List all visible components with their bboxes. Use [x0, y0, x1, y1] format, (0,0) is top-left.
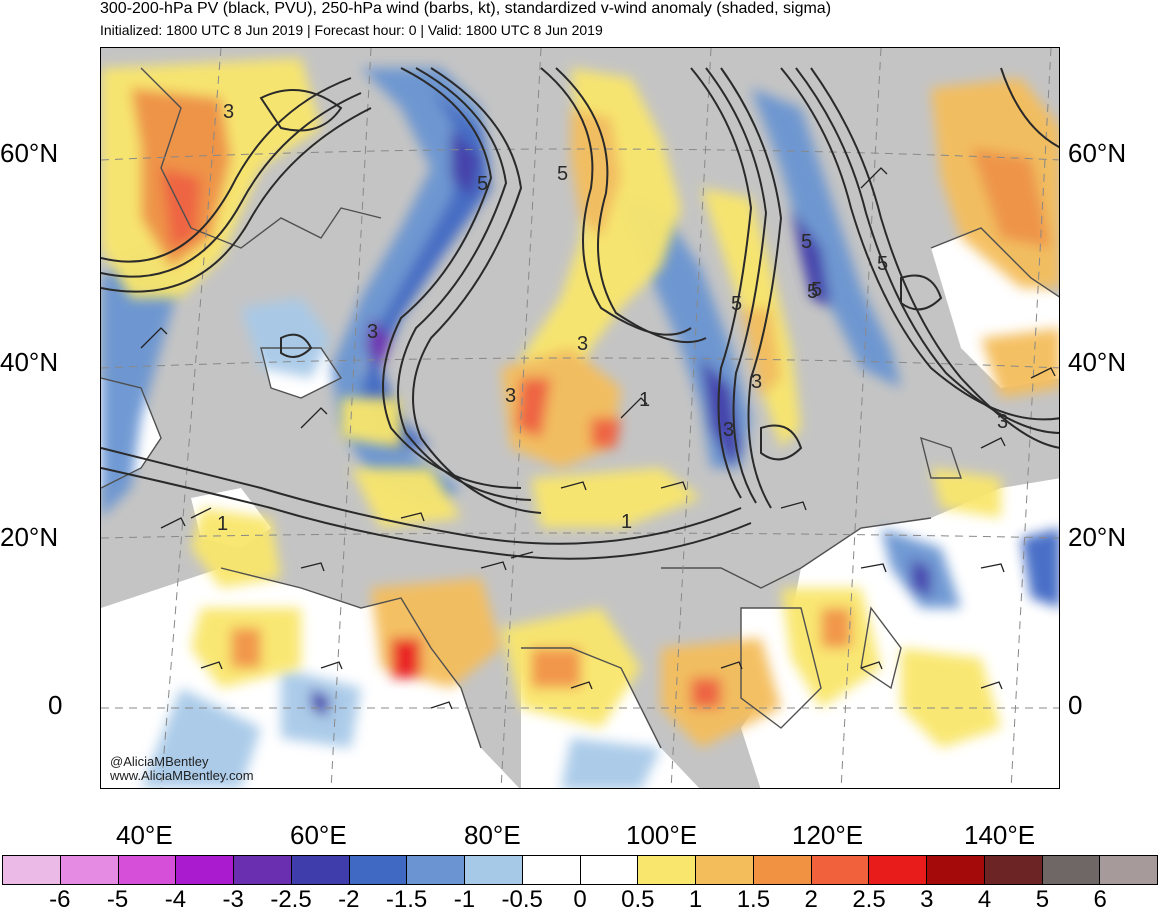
colorbar-tick-label: 0 — [573, 886, 587, 913]
colorbar-segment — [465, 856, 523, 884]
colorbar-tick-label: 3 — [920, 886, 934, 913]
lon-label: 80°E — [464, 820, 521, 850]
colorbar-segment — [234, 856, 292, 884]
colorbar-segment — [927, 856, 985, 884]
figure-title: 300-200-hPa PV (black, PVU), 250-hPa win… — [100, 0, 832, 17]
colorbar-tick-label: -0.5 — [501, 886, 543, 913]
contour-label: 5 — [477, 173, 488, 195]
colorbar-tick-label: -2 — [338, 886, 360, 913]
figure-subtitle: Initialized: 1800 UTC 8 Jun 2019 | Forec… — [100, 22, 603, 38]
lat-label-right: 60°N — [1068, 138, 1127, 168]
colorbar-segment — [291, 856, 350, 884]
colorbar-segment — [118, 856, 177, 884]
contour-label: 5 — [801, 231, 812, 253]
colorbar-tick-label: 6 — [1093, 886, 1107, 913]
colorbar-tick-label: 2 — [804, 886, 818, 913]
lat-label-right: 0 — [1068, 690, 1083, 720]
colorbar-tick-label: 0.5 — [621, 886, 655, 913]
colorbar-segment — [811, 856, 870, 884]
wind-barbs — [140, 167, 1056, 710]
colorbar-tick-label: -4 — [164, 886, 187, 913]
contour-label: 1 — [639, 389, 650, 411]
contour-label: 5 — [557, 163, 568, 185]
colorbar-segment — [580, 856, 639, 884]
colorbar-tick-label: 4 — [977, 886, 992, 913]
colorbar-tick-label: -1.5 — [385, 886, 428, 913]
colorbar-tick-label: -6 — [49, 886, 71, 913]
lon-label: 120°E — [792, 820, 864, 850]
contour-label: 5 — [807, 281, 818, 303]
colorbar-segment — [696, 856, 754, 884]
credit-handle: @AliciaMBentley — [110, 754, 209, 769]
colorbar-segment — [753, 856, 812, 884]
contour-label: 1 — [621, 511, 632, 533]
credit-website: www.AliciaMBentley.com — [110, 768, 254, 783]
colorbar-segment — [176, 856, 234, 884]
colorbar-segment — [349, 856, 408, 884]
contour-label: 5 — [731, 293, 742, 315]
pv-contours — [101, 67, 1059, 560]
contour-label: 3 — [723, 419, 734, 441]
colorbar-tick-label: 5 — [1035, 886, 1050, 913]
colorbar — [2, 855, 1158, 885]
colorbar-segment — [984, 856, 1043, 884]
contour-label: 3 — [367, 321, 378, 343]
colorbar-segment — [3, 856, 61, 884]
lat-label-left: 0 — [48, 690, 63, 720]
colorbar-segment — [60, 856, 119, 884]
coastlines — [101, 67, 1059, 749]
contour-label: 3 — [751, 371, 762, 393]
lon-label: 140°E — [964, 820, 1036, 850]
lat-label-right: 20°N — [1068, 522, 1127, 552]
lat-label-left: 60°N — [0, 138, 59, 168]
colorbar-tick-label: -3 — [222, 886, 244, 913]
contour-labels: 3 5 5 5 3 3 5 5 3 3 3 1 1 3 5 5 1 — [217, 101, 1008, 535]
contour-label: 1 — [217, 513, 228, 535]
lon-label: 40°E — [116, 820, 173, 850]
colorbar-tick-label: 1 — [688, 886, 703, 913]
lon-label: 100°E — [626, 820, 698, 850]
map-panel: 3 5 5 5 3 3 5 5 3 3 3 1 1 3 5 5 1 — [100, 47, 1060, 789]
contour-label: 3 — [223, 101, 234, 123]
colorbar-tick-label: -2.5 — [270, 886, 312, 913]
colorbar-tick-label: 1.5 — [736, 886, 771, 913]
contour-label: 3 — [505, 385, 516, 407]
contour-label: 3 — [577, 333, 588, 355]
lat-label-left: 40°N — [0, 347, 59, 377]
colorbar-segment — [407, 856, 465, 884]
colorbar-tick-label: -1 — [453, 886, 476, 913]
lon-label: 60°E — [290, 820, 347, 850]
map-canvas: 3 5 5 5 3 3 5 5 3 3 3 1 1 3 5 5 1 — [101, 48, 1059, 788]
contour-label: 5 — [877, 253, 888, 275]
contour-label: 5 — [811, 279, 822, 301]
lat-label-right: 40°N — [1068, 347, 1127, 377]
colorbar-tick-label: 2.5 — [852, 886, 886, 913]
colorbar-segment — [638, 856, 696, 884]
colorbar-segment — [869, 856, 927, 884]
colorbar-segment — [522, 856, 581, 884]
colorbar-tick-label: -5 — [106, 886, 129, 913]
contour-label: 3 — [997, 411, 1008, 433]
colorbar-segment — [1042, 856, 1101, 884]
colorbar-segment — [1100, 856, 1157, 884]
lat-label-left: 20°N — [0, 522, 59, 552]
